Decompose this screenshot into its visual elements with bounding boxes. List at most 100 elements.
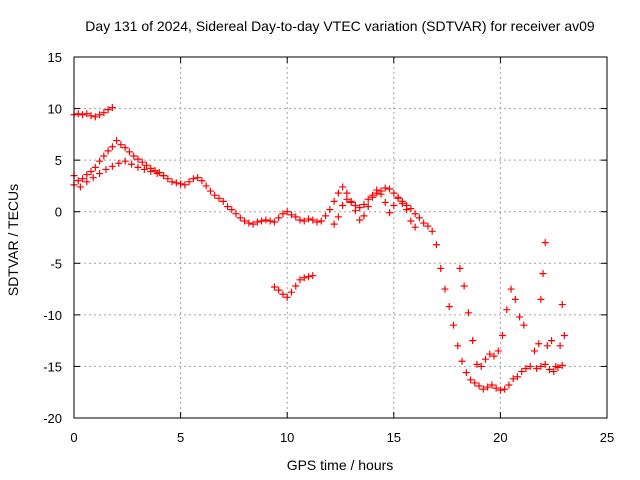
data-point xyxy=(87,167,95,175)
data-point xyxy=(130,152,138,160)
y-tick-label: -15 xyxy=(43,359,62,374)
data-point xyxy=(279,210,287,218)
data-point xyxy=(140,165,148,173)
data-point xyxy=(445,303,453,311)
data-point xyxy=(189,175,197,183)
data-point xyxy=(309,216,317,224)
data-point xyxy=(121,157,129,165)
data-point xyxy=(343,195,351,203)
data-point xyxy=(83,178,91,186)
data-point xyxy=(283,293,291,301)
data-point xyxy=(454,342,462,350)
data-point xyxy=(96,111,104,119)
series-spike-18-21h xyxy=(456,264,528,370)
data-point xyxy=(488,381,496,389)
data-point xyxy=(437,264,445,272)
data-point xyxy=(381,184,389,192)
data-point xyxy=(113,137,121,145)
data-point xyxy=(104,147,112,155)
data-point xyxy=(539,270,547,278)
data-point xyxy=(550,368,558,376)
data-point xyxy=(245,219,253,227)
data-point xyxy=(509,375,517,383)
data-point xyxy=(102,165,110,173)
data-point xyxy=(356,204,364,212)
data-point xyxy=(262,216,270,224)
data-point xyxy=(411,210,419,218)
data-point xyxy=(496,386,504,394)
data-point xyxy=(479,385,487,393)
y-tick-label: -10 xyxy=(43,308,62,323)
data-point xyxy=(511,295,519,303)
data-point xyxy=(89,174,97,182)
data-point xyxy=(462,369,470,377)
data-point xyxy=(364,195,372,203)
data-point xyxy=(373,186,381,194)
data-point xyxy=(339,183,347,191)
series-cluster-9-11h xyxy=(270,272,317,301)
series-cluster-12-16h xyxy=(330,186,419,231)
data-point xyxy=(356,216,364,224)
data-point xyxy=(96,157,104,165)
data-point xyxy=(224,203,232,211)
data-point xyxy=(541,360,549,368)
data-point xyxy=(232,210,240,218)
data-point xyxy=(206,187,214,195)
data-point xyxy=(125,148,133,156)
data-point xyxy=(377,190,385,198)
data-point xyxy=(100,109,108,117)
data-point xyxy=(326,206,334,214)
data-point xyxy=(467,376,475,384)
series-main xyxy=(70,137,534,394)
data-point xyxy=(526,362,534,370)
data-point xyxy=(270,218,278,226)
data-point xyxy=(249,220,257,228)
data-point xyxy=(87,112,95,120)
data-point xyxy=(300,274,308,282)
data-point xyxy=(469,337,477,345)
series-late-21-23h-lower xyxy=(533,360,566,376)
y-tick-label: -20 xyxy=(43,411,62,426)
data-point xyxy=(516,313,524,321)
data-point xyxy=(560,331,568,339)
data-point xyxy=(283,208,291,216)
data-point xyxy=(420,219,428,227)
data-point xyxy=(100,152,108,160)
data-point xyxy=(533,364,541,372)
data-point xyxy=(279,290,287,298)
data-point xyxy=(398,199,406,207)
x-tick-label: 15 xyxy=(387,430,401,445)
data-point xyxy=(305,215,313,223)
data-point xyxy=(505,381,513,389)
data-point xyxy=(330,197,338,205)
data-point xyxy=(194,174,202,182)
data-point xyxy=(360,200,368,208)
data-point xyxy=(390,189,398,197)
data-point xyxy=(115,159,123,167)
data-point xyxy=(128,160,136,168)
data-point xyxy=(518,368,526,376)
data-point xyxy=(334,189,342,197)
data-point xyxy=(347,198,355,206)
data-point xyxy=(91,113,99,121)
data-point xyxy=(507,285,515,293)
data-point xyxy=(313,218,321,226)
data-point xyxy=(415,214,423,222)
data-point xyxy=(142,161,150,169)
data-point xyxy=(499,331,507,339)
x-axis-label: GPS time / hours xyxy=(287,457,394,473)
data-point xyxy=(492,384,500,392)
data-point xyxy=(334,213,342,221)
y-tick-labels: -20 -15 -10 -5 0 5 10 15 xyxy=(43,50,62,426)
data-point xyxy=(449,321,457,329)
data-point xyxy=(219,197,227,205)
x-tick-label: 20 xyxy=(493,430,507,445)
data-point xyxy=(138,158,146,166)
data-point xyxy=(460,282,468,290)
data-point xyxy=(164,175,172,183)
data-point xyxy=(153,170,161,178)
x-tick-labels: 0 5 10 15 20 25 xyxy=(70,430,614,445)
data-point xyxy=(556,342,564,350)
data-point xyxy=(503,306,511,314)
